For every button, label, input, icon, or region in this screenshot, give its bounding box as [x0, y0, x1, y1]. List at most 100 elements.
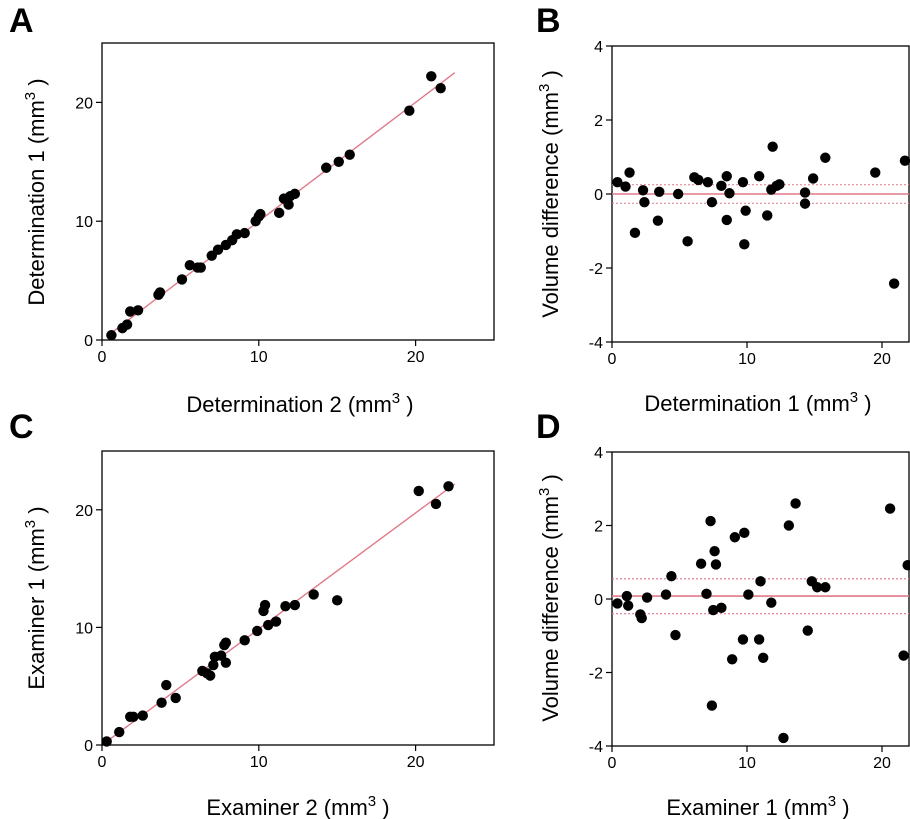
- panel-letter-a: A: [9, 2, 34, 40]
- data-point-c-4: [137, 710, 148, 721]
- y-tick-label-b-1: -2: [589, 261, 603, 278]
- data-point-b-19: [739, 239, 750, 250]
- data-point-a-0: [106, 330, 117, 341]
- data-point-a-6: [154, 287, 166, 298]
- y-tick-label-a-1: 10: [75, 214, 93, 231]
- x-tick-label-d-0: 0: [608, 755, 617, 772]
- y-tick-label-c-0: 0: [84, 738, 93, 755]
- data-point-d-34: [898, 650, 909, 661]
- data-point-a-2: [121, 319, 133, 330]
- y-tick-label-d-4: 4: [594, 445, 603, 462]
- data-point-d-2: [623, 600, 634, 611]
- data-point-c-21: [263, 619, 274, 631]
- data-point-b-0: [612, 176, 623, 188]
- data-point-d-11: [705, 515, 716, 527]
- x-axis-title-b: Determination 1 (mm3 ): [644, 389, 871, 416]
- data-point-b-28: [799, 198, 811, 209]
- data-point-d-25: [766, 597, 777, 608]
- data-point-c-20: [259, 599, 271, 611]
- y-tick-label-d-3: 2: [594, 519, 603, 536]
- data-point-d-18: [729, 532, 741, 543]
- data-point-b-12: [702, 176, 714, 188]
- x-axis-title-suffix-a: ): [400, 392, 413, 417]
- plot-frame-d: [611, 451, 910, 747]
- y-tick-label-d-0: -4: [589, 739, 603, 756]
- y-axis-title-d: Volume difference (mm3 ): [536, 474, 563, 722]
- y-axis-title-sup-a: 3: [22, 92, 39, 100]
- data-point-b-27: [799, 187, 811, 198]
- data-point-b-30: [820, 152, 831, 163]
- y-tick-label-b-4: 4: [594, 39, 603, 56]
- data-point-d-8: [670, 629, 681, 641]
- y-axis-title-text-a: Determination 1 (mm: [24, 100, 49, 305]
- data-point-d-15: [710, 559, 722, 570]
- x-axis-title-text-c: Examiner 2 (mm: [206, 795, 367, 819]
- x-axis-title-sup-d: 3: [828, 793, 836, 810]
- data-point-b-1: [620, 181, 631, 192]
- data-point-c-1: [114, 726, 125, 738]
- data-point-c-5: [156, 697, 167, 708]
- data-point-a-4: [132, 305, 144, 316]
- data-point-b-5: [639, 196, 650, 208]
- y-tick-label-c-1: 10: [75, 620, 93, 637]
- data-point-d-22: [753, 634, 765, 645]
- data-point-b-15: [721, 171, 732, 182]
- y-axis-title-suffix-b: ): [538, 70, 563, 83]
- data-point-b-7: [654, 186, 665, 197]
- x-tick-label-c-1: 10: [250, 754, 268, 771]
- data-point-b-2: [624, 167, 635, 178]
- data-point-b-11: [693, 174, 704, 186]
- data-point-c-27: [413, 485, 424, 497]
- data-point-c-18: [252, 625, 263, 637]
- x-axis-title-sup-c: 3: [368, 793, 376, 810]
- data-point-c-11: [208, 659, 219, 671]
- x-tick-label-a-1: 10: [250, 349, 268, 366]
- data-point-b-26: [774, 179, 785, 190]
- data-point-b-6: [652, 215, 664, 226]
- data-point-a-3: [125, 306, 136, 317]
- y-tick-label-c-2: 20: [75, 503, 93, 520]
- data-point-d-20: [739, 527, 750, 539]
- data-point-d-4: [636, 612, 647, 624]
- data-point-b-31: [870, 167, 881, 178]
- y-axis-title-text-d: Volume difference (mm: [538, 496, 563, 722]
- x-tick-label-d-2: 20: [873, 755, 891, 772]
- y-axis-title-sup-d: 3: [536, 488, 553, 496]
- data-point-d-1: [621, 590, 633, 602]
- data-point-a-16: [239, 227, 250, 239]
- data-point-c-26: [332, 595, 343, 606]
- data-point-b-29: [807, 173, 819, 184]
- data-point-a-29: [426, 71, 437, 82]
- data-point-a-27: [344, 149, 355, 160]
- data-point-b-3: [629, 227, 641, 239]
- data-point-b-22: [762, 210, 773, 221]
- data-point-d-12: [706, 700, 718, 711]
- data-point-c-0: [101, 736, 112, 747]
- x-axis-title-suffix-c: ): [376, 795, 389, 819]
- y-tick-label-b-0: -4: [589, 335, 603, 352]
- x-tick-label-d-1: 10: [738, 755, 756, 772]
- data-point-c-22: [270, 616, 282, 627]
- data-point-b-18: [737, 176, 749, 188]
- data-point-d-17: [726, 654, 738, 665]
- data-point-d-7: [666, 571, 677, 582]
- data-point-b-24: [767, 141, 778, 152]
- data-point-b-17: [724, 188, 735, 199]
- x-axis-title-sup-a: 3: [392, 390, 400, 407]
- x-axis-title-c: Examiner 2 (mm3 ): [206, 793, 389, 819]
- data-point-a-12: [212, 244, 224, 255]
- data-point-a-10: [195, 262, 206, 273]
- data-point-a-24: [289, 188, 301, 200]
- data-point-d-26: [778, 732, 789, 744]
- data-point-c-15: [220, 637, 232, 648]
- data-point-b-14: [716, 180, 727, 192]
- data-point-d-28: [790, 498, 801, 509]
- data-point-b-16: [721, 214, 732, 226]
- x-axis-title-text-a: Determination 2 (mm: [186, 392, 391, 417]
- data-point-a-20: [273, 207, 285, 219]
- plot-frame-a: [101, 42, 495, 341]
- data-point-d-5: [641, 592, 653, 603]
- data-point-c-24: [289, 599, 301, 611]
